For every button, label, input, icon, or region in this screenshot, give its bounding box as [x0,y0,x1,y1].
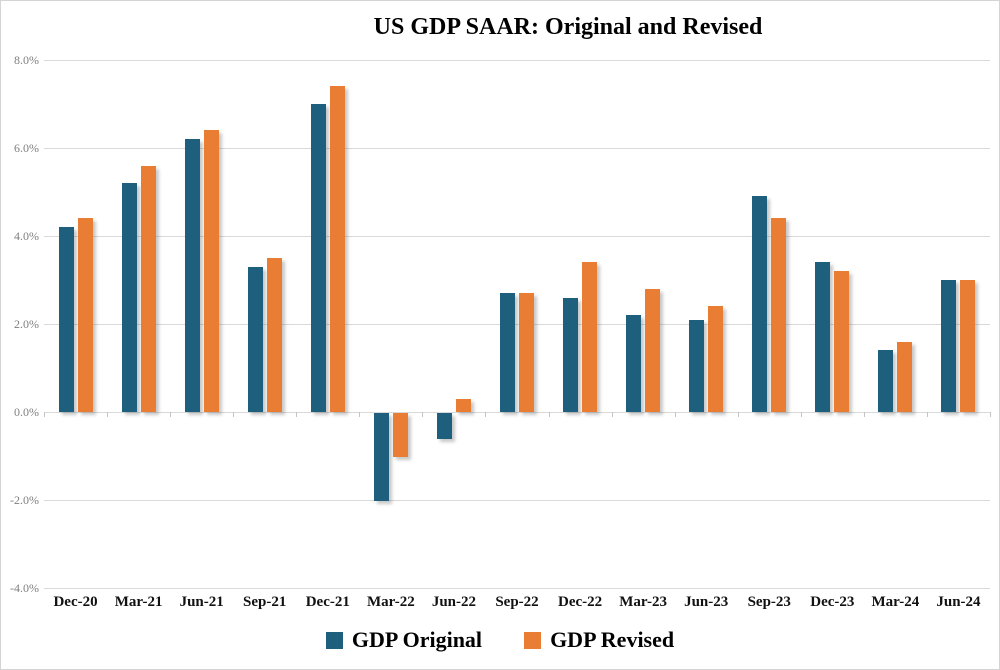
zero-axis-tick [422,412,424,417]
zero-axis-tick [107,412,109,417]
x-axis-tick-label: Jun-23 [684,594,729,610]
legend-label-gdp-revised: GDP Revised [550,627,675,652]
zero-axis-tick [170,412,172,417]
legend-swatch-gdp-revised-icon [524,631,542,649]
zero-axis-tick [674,412,676,417]
bar-gdp-original-dec-22 [563,297,579,412]
bar-gdp-original-dec-20 [58,227,74,412]
bar-gdp-revised-mar-23 [645,288,661,412]
bar-gdp-revised-jun-22 [455,398,471,412]
y-axis-tick-label: 8.0% [14,53,39,67]
bar-gdp-revised-sep-22 [519,293,534,412]
y-axis-tick-label: 2.0% [14,317,39,331]
bar-gdp-original-jun-22 [436,413,452,440]
x-axis-tick-label: Dec-20 [53,594,98,610]
bar-gdp-revised-dec-22 [582,262,598,412]
bar-gdp-revised-jun-21 [203,130,219,412]
bar-gdp-original-dec-23 [815,262,831,412]
gridline [44,236,990,237]
y-axis-tick-label: 0.0% [14,405,39,419]
bar-gdp-revised-jun-23 [708,306,724,412]
gridline [44,500,990,501]
bar-gdp-original-sep-22 [500,293,515,412]
y-axis-tick-label: 6.0% [14,141,39,155]
bar-gdp-revised-dec-20 [77,218,93,412]
bar-gdp-revised-mar-24 [897,341,913,412]
y-axis-tick-label: 4.0% [14,229,39,243]
y-axis-tick-label: -4.0% [10,581,39,595]
zero-axis-tick [990,412,991,417]
bar-gdp-original-mar-22 [373,413,389,501]
zero-axis-tick [863,412,865,417]
bar-gdp-revised-dec-21 [329,86,345,412]
bar-gdp-original-mar-21 [121,183,137,412]
x-axis-tick-label: Jun-24 [936,594,981,610]
bar-gdp-original-jun-24 [941,280,957,412]
chart-title: US GDP SAAR: Original and Revised [373,14,763,40]
x-axis-tick-label: Sep-22 [495,594,539,610]
zero-axis-tick [296,412,298,417]
gridline [44,324,990,325]
x-axis-tick-label: Sep-23 [747,594,791,610]
zero-axis-tick [44,412,45,417]
bar-gdp-original-sep-21 [247,266,263,412]
bar-gdp-revised-mar-22 [392,413,408,457]
x-axis-tick-label: Dec-22 [557,594,603,610]
x-axis-tick-label: Mar-21 [114,594,163,610]
zero-axis-tick [548,412,550,417]
bar-gdp-original-jun-21 [184,139,200,412]
zero-axis-tick [611,412,613,417]
legend-item-gdp-original: GDP Original [325,627,483,653]
x-axis-tick-label: Jun-22 [431,594,477,610]
gridline [44,588,990,589]
bar-gdp-original-mar-24 [878,350,894,412]
legend-label-gdp-original: GDP Original [351,627,483,652]
x-axis-tick-label: Mar-23 [619,594,667,610]
zero-axis-tick [485,412,487,417]
zero-axis-tick [926,412,928,417]
gridline [44,60,990,61]
zero-axis-tick [800,412,802,417]
bar-gdp-original-dec-21 [310,104,326,412]
bar-gdp-revised-sep-23 [771,218,787,412]
bar-gdp-original-jun-23 [689,319,705,412]
bar-gdp-revised-jun-24 [960,280,976,412]
legend-item-gdp-revised: GDP Revised [524,627,674,653]
y-axis-tick-label: -2.0% [10,493,39,507]
zero-axis-tick [359,412,361,417]
legend-swatch-gdp-original-icon [325,631,343,649]
x-axis-tick-label: Mar-24 [871,594,920,610]
x-axis-tick-label: Mar-22 [366,594,415,610]
bar-gdp-revised-mar-21 [140,165,156,412]
bar-gdp-original-sep-23 [752,196,768,412]
bar-gdp-original-mar-23 [626,315,642,412]
gridline [44,148,990,149]
bar-gdp-revised-dec-23 [834,271,850,412]
legend: GDP Original GDP Revised [1,627,999,653]
zero-axis-tick [737,412,739,417]
bar-gdp-revised-sep-21 [266,258,282,412]
x-axis-tick-label: Jun-21 [179,594,224,610]
x-axis-tick-label: Dec-21 [305,594,350,610]
x-axis-tick-label: Dec-23 [810,594,855,610]
zero-axis-tick [233,412,235,417]
gridline [44,412,990,413]
x-axis-tick-label: Sep-21 [243,594,287,610]
